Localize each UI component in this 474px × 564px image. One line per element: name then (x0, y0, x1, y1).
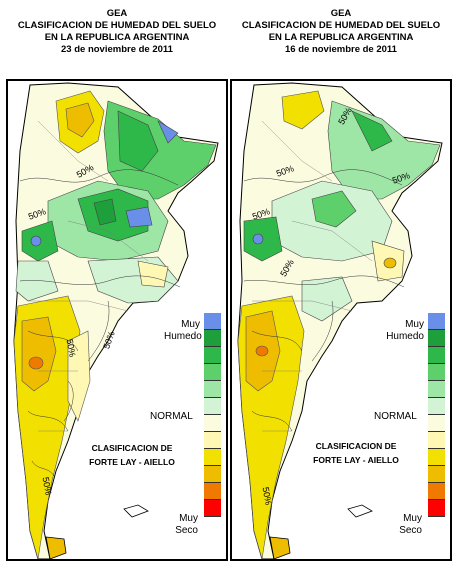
legend-swatch (428, 330, 445, 347)
map-header-left: GEA CLASIFICACION DE HUMEDAD DEL SUELO E… (2, 8, 232, 56)
soil-moisture-map (237, 82, 443, 559)
islands (123, 504, 149, 518)
legend-dry-label: Muy Seco (175, 513, 198, 536)
legend-swatch (204, 330, 221, 347)
legend-swatch (428, 347, 445, 364)
very-dry-spot (28, 356, 44, 370)
legend-swatch (428, 364, 445, 381)
legend-swatch (204, 347, 221, 364)
tierra-del-fuego (269, 536, 291, 559)
normal-zone (301, 276, 353, 322)
wet-zone (327, 100, 441, 200)
header-title: CLASIFICACION DE HUMEDAD DEL SUELO (17, 20, 217, 31)
legend-swatch (428, 381, 445, 398)
classification-line1: CLASIFICACION DE (91, 443, 173, 453)
soil-moisture-map (13, 82, 219, 559)
classification-line2: FORTE LAY - AIELLO (89, 457, 175, 467)
legend-swatch (428, 483, 445, 500)
legend-swatch (204, 398, 221, 415)
legend-scale (428, 313, 445, 517)
legend-swatch (428, 466, 445, 483)
dry-zone (21, 316, 57, 392)
wet-zone (311, 190, 357, 228)
header-org: GEA (106, 8, 128, 19)
islands (347, 504, 373, 518)
province-borders (28, 120, 149, 432)
header-region: EN LA REPUBLICA ARGENTINA (268, 32, 414, 43)
map-panel-left: 50% 50% 50% 50% 50% Muy Humedo NORMAL Mu… (6, 79, 228, 561)
legend-swatch (428, 313, 445, 330)
header-org: GEA (330, 8, 352, 19)
classification-label: CLASIFICACION DE FORTE LAY - AIELLO (70, 441, 194, 469)
legend-swatch (204, 364, 221, 381)
legend-swatch (204, 500, 221, 517)
legend-swatch (204, 449, 221, 466)
header-date: 16 de noviembre de 2011 (285, 44, 397, 55)
contour-lines (243, 169, 405, 432)
legend-swatch (204, 466, 221, 483)
legend-swatch (204, 381, 221, 398)
wet-zone (351, 110, 393, 152)
header-title: CLASIFICACION DE HUMEDAD DEL SUELO (241, 20, 441, 31)
legend-wet-label: Muy Humedo (164, 319, 202, 342)
legend-scale (204, 313, 221, 517)
legend-swatch (204, 415, 221, 432)
legend-swatch (428, 432, 445, 449)
legend-swatch (428, 500, 445, 517)
legend-swatch (428, 449, 445, 466)
map-panel-right: 50% 50% 50% 50% 50% 50% Muy Humedo NORMA… (230, 79, 452, 561)
very-wet-zone (125, 206, 153, 228)
wet-zone (93, 198, 117, 226)
very-wet-zone (157, 120, 179, 144)
legend-swatch (428, 398, 445, 415)
classification-label: CLASIFICACION DE FORTE LAY - AIELLO (294, 439, 418, 467)
province-borders (252, 120, 373, 432)
legend-swatch (204, 313, 221, 330)
dry-zone (281, 90, 325, 130)
classification-line1: CLASIFICACION DE (315, 441, 397, 451)
very-wet-spot (30, 235, 42, 247)
dry-zone (65, 102, 95, 138)
contour-lines (19, 169, 181, 477)
very-dry-spot (255, 345, 269, 357)
legend-swatch (428, 415, 445, 432)
legend-swatch (204, 432, 221, 449)
legend-dry-label: Muy Seco (399, 513, 422, 536)
very-wet-spot (252, 233, 264, 245)
dry-zone (67, 330, 91, 422)
header-region: EN LA REPUBLICA ARGENTINA (44, 32, 190, 43)
legend-wet-label: Muy Humedo (386, 319, 424, 342)
dry-spot (383, 257, 397, 269)
legend-swatch (204, 483, 221, 500)
legend-normal-label: NORMAL (150, 411, 193, 422)
tierra-del-fuego (45, 536, 67, 559)
dry-zone (137, 260, 169, 288)
wet-zone (15, 260, 59, 302)
legend-normal-label: NORMAL (374, 411, 417, 422)
classification-line2: FORTE LAY - AIELLO (313, 455, 399, 465)
wet-zone (117, 110, 159, 172)
header-date: 23 de noviembre de 2011 (61, 44, 173, 55)
map-header-right: GEA CLASIFICACION DE HUMEDAD DEL SUELO E… (226, 8, 456, 56)
